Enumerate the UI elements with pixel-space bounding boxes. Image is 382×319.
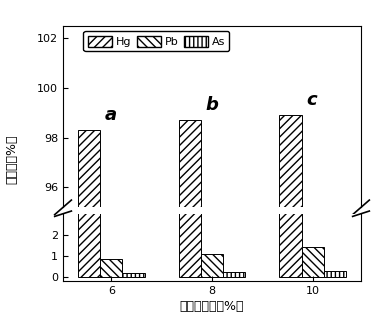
Bar (179, 120, 201, 319)
Bar (324, 271, 346, 277)
Text: 挥发率（%）: 挥发率（%） (5, 135, 18, 184)
Text: b: b (206, 96, 218, 114)
Bar (100, 259, 122, 277)
Bar (78, 0, 100, 277)
Bar (280, 115, 302, 319)
Bar (179, 0, 201, 277)
Bar (280, 0, 302, 277)
Bar (201, 254, 223, 277)
Bar (78, 130, 100, 319)
X-axis label: 氯化剂质量（%）: 氯化剂质量（%） (180, 300, 244, 313)
Bar (122, 273, 144, 277)
Text: a: a (105, 106, 117, 124)
Text: c: c (306, 91, 317, 109)
Bar (302, 248, 324, 277)
Bar (223, 272, 245, 277)
Legend: Hg, Pb, As: Hg, Pb, As (84, 31, 230, 51)
